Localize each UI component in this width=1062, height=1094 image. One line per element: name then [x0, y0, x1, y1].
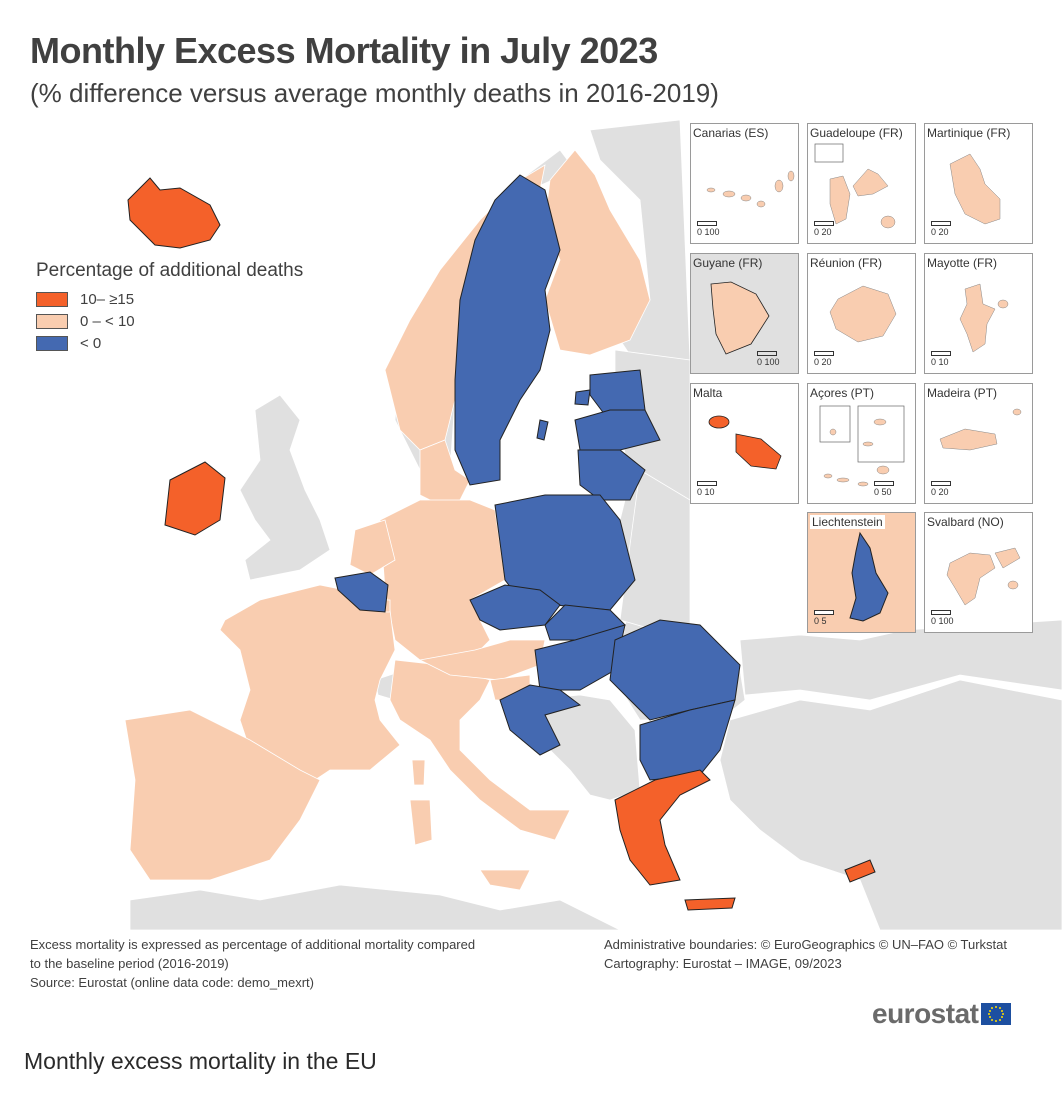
legend-swatch	[36, 335, 68, 351]
inset-name: Guyane (FR)	[693, 256, 763, 270]
region-corsica	[411, 759, 426, 786]
region-czechia	[469, 584, 561, 631]
inset-name: Madeira (PT)	[927, 386, 998, 400]
inset-guyane: Guyane (FR) 0 100	[690, 253, 799, 374]
inset-reunion: Réunion (FR) 0 20	[807, 253, 916, 374]
region-spain-portugal	[124, 709, 321, 881]
region-saaremaa	[574, 389, 591, 406]
region-germany	[379, 499, 506, 661]
inset-guadeloupe: Guadeloupe (FR) 0 20	[807, 123, 916, 244]
inset-name: Malta	[693, 386, 723, 400]
legend-item-low: < 0	[36, 332, 303, 354]
footnote-source: Excess mortality is expressed as percent…	[30, 937, 476, 990]
region-finland	[544, 149, 651, 356]
region-bulgaria	[639, 699, 736, 781]
scale-bar: 0 20	[814, 221, 834, 237]
region-gotland	[536, 419, 549, 441]
inset-name: Martinique (FR)	[927, 126, 1011, 140]
legend-item-high: 10– ≥15	[36, 288, 303, 310]
scale-bar: 0 100	[697, 221, 720, 237]
region-lithuania	[577, 449, 646, 501]
inset-name: Guadeloupe (FR)	[810, 126, 903, 140]
region-italy	[389, 659, 571, 841]
scale-bar: 0 10	[697, 481, 717, 497]
legend-label: 0 – < 10	[80, 312, 135, 330]
inset-martinique: Martinique (FR) 0 20	[924, 123, 1033, 244]
inset-madeira: Madeira (PT) 0 20	[924, 383, 1033, 504]
scale-bar: 0 50	[874, 481, 894, 497]
scale-bar: 0 100	[931, 610, 954, 626]
region-north-africa	[129, 884, 621, 930]
region-iceland	[127, 177, 221, 249]
inset-svalbard: Svalbard (NO) 0 100	[924, 512, 1033, 633]
region-denmark	[419, 439, 471, 506]
region-belgium	[334, 571, 389, 613]
eurostat-logo: eurostat	[872, 998, 1012, 1030]
legend-label: 10– ≥15	[80, 290, 135, 308]
region-ireland	[164, 461, 226, 536]
inset-malta: Malta 0 10	[690, 383, 799, 504]
scale-bar: 0 100	[757, 351, 780, 367]
inset-name: Liechtenstein	[810, 515, 885, 529]
region-sardinia	[409, 799, 433, 846]
inset-name: Svalbard (NO)	[927, 515, 1004, 529]
scale-bar: 0 20	[931, 481, 951, 497]
region-black-sea-north	[739, 619, 1062, 701]
footnote-credits: Administrative boundaries: © EuroGeograp…	[604, 937, 1008, 971]
scale-bar: 0 20	[931, 221, 951, 237]
region-uk	[239, 394, 331, 581]
legend-label: < 0	[80, 334, 102, 352]
inset-canarias: Canarias (ES) 0 100	[690, 123, 799, 244]
map-title: Monthly Excess Mortality in July 2023	[30, 30, 658, 71]
scale-bar: 0 10	[931, 351, 951, 367]
inset-name: Açores (PT)	[810, 386, 875, 400]
inset-name: Mayotte (FR)	[927, 256, 998, 270]
inset-acores: Açores (PT) 0 50	[807, 383, 916, 504]
region-netherlands	[349, 519, 396, 576]
inset-name: Canarias (ES)	[693, 126, 769, 140]
region-croatia	[499, 684, 582, 756]
scale-bar: 0 5	[814, 610, 834, 626]
legend-title: Percentage of additional deaths	[36, 260, 304, 281]
inset-liechtenstein: Liechtenstein 0 5	[807, 512, 916, 633]
map-subtitle: (% difference versus average monthly dea…	[30, 78, 719, 108]
region-crete	[684, 897, 736, 911]
region-turkey-caucasus	[719, 679, 1062, 930]
map-legend: Percentage of additional deaths 10– ≥15 …	[36, 260, 303, 354]
region-sweden	[454, 174, 561, 486]
legend-swatch	[36, 313, 68, 329]
legend-swatch	[36, 291, 68, 307]
region-greece	[614, 769, 711, 886]
region-sicily	[479, 869, 531, 891]
legend-item-mid: 0 – < 10	[36, 310, 303, 332]
region-estonia	[589, 369, 646, 416]
region-cyprus	[844, 859, 876, 883]
figure-caption: Monthly excess mortality in the EU	[24, 1048, 377, 1074]
scale-bar: 0 20	[814, 351, 834, 367]
eu-flag-icon	[981, 1003, 1012, 1025]
inset-name: Réunion (FR)	[810, 256, 883, 270]
inset-mayotte: Mayotte (FR) 0 10	[924, 253, 1033, 374]
